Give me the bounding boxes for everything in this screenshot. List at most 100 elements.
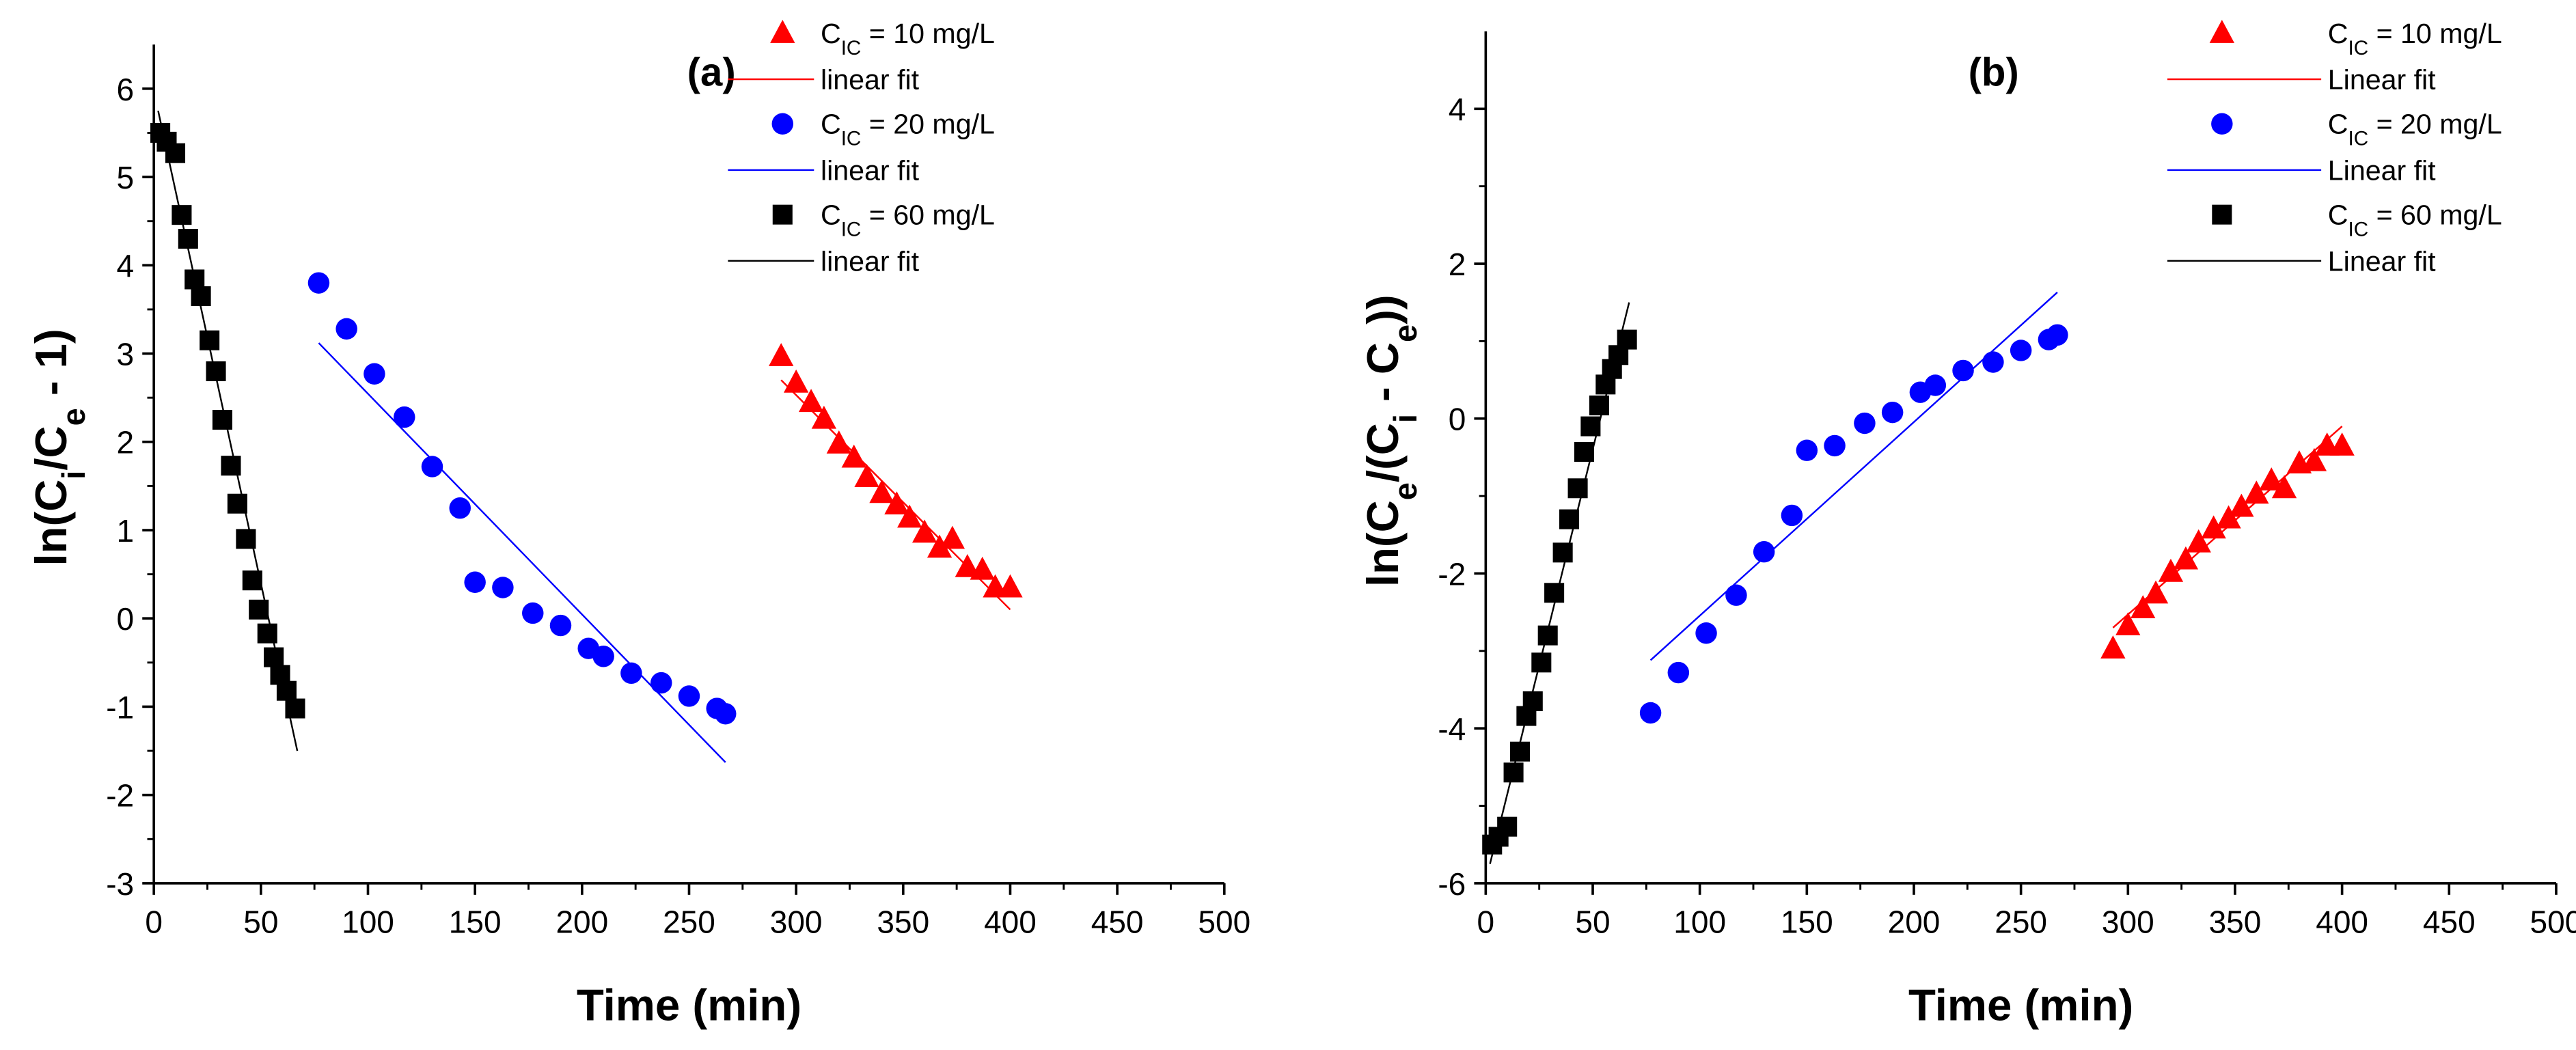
square-point (1567, 478, 1588, 499)
text-part: ln(C (26, 480, 76, 566)
y-tick-label: 4 (1449, 92, 1466, 127)
legend-fit-label: linear fit (821, 245, 920, 277)
panel-a: 0 50 100 150 200 250 300 350 400 450 500 -3 -2 -1 0 1 2 3… (26, 18, 1250, 1030)
legend-label: CIC = 60 mg/L (821, 199, 995, 240)
x-tick-label: 400 (984, 904, 1037, 939)
legend-marker (2212, 204, 2232, 225)
square-point (1509, 741, 1531, 762)
square-point (1559, 509, 1580, 529)
circle-point (1695, 622, 1717, 644)
panel-title: (b) (1969, 51, 2019, 95)
text-part: /C (26, 426, 76, 470)
series-square (150, 110, 305, 751)
circle-point (335, 318, 357, 340)
x-tick-label: 200 (1888, 904, 1941, 939)
x-tick-label: 500 (1198, 904, 1250, 939)
series-square (1482, 302, 1637, 864)
circle-point (421, 456, 443, 478)
circle-point (492, 577, 514, 598)
y-tick-label: 0 (117, 601, 135, 637)
square-point (1574, 441, 1595, 462)
circle-point (650, 672, 672, 694)
triangle-point (927, 534, 953, 558)
circle-point (2046, 324, 2068, 346)
square-point (191, 286, 211, 307)
subscript: IC (2348, 36, 2369, 59)
circle-point (2010, 340, 2032, 361)
text-part: C (821, 109, 841, 140)
square-point (184, 269, 205, 290)
circle-point (1725, 584, 1747, 606)
x-tick-label: 200 (556, 904, 608, 939)
legend-label: CIC = 20 mg/L (821, 109, 995, 150)
text-part: ln(C (1358, 500, 1408, 587)
circle-point (715, 703, 737, 725)
text-part: - 1) (26, 329, 76, 408)
y-tick-label: -3 (106, 866, 134, 902)
legend-label: CIC = 10 mg/L (821, 18, 995, 59)
legend-fit-label: Linear fit (2328, 245, 2436, 277)
triangle-point (998, 574, 1023, 598)
square-point (1544, 583, 1565, 603)
text-part: C (2328, 18, 2348, 49)
triangle-point (2329, 432, 2355, 456)
text-part: C (2328, 199, 2348, 231)
circle-point (1824, 434, 1846, 457)
panel-b: 0 50 100 150 200 250 300 350 400 450 500 -6 -4 -2 0 2 4 (… (1358, 18, 2576, 1030)
panel-title: (a) (687, 51, 736, 95)
square-point (1589, 395, 1609, 415)
subscript: IC (2348, 218, 2369, 240)
triangle-point (841, 444, 866, 468)
triangle-point (854, 464, 879, 487)
x-tick-label: 50 (243, 904, 278, 939)
y-tick-label: 5 (117, 160, 135, 195)
x-tick-label: 50 (1575, 904, 1610, 939)
triangle-point (955, 553, 980, 577)
triangle-point (769, 343, 794, 366)
legend-fit-label: linear fit (821, 154, 920, 186)
square-point (242, 570, 262, 591)
subscript: IC (841, 218, 862, 240)
square-point (178, 229, 198, 249)
square-point (236, 529, 256, 549)
triangle-point (2301, 447, 2327, 471)
y-tick-label: 4 (117, 248, 135, 284)
square-point (221, 456, 241, 476)
text-part: C (821, 199, 841, 231)
legend-marker (772, 204, 793, 225)
triangle-point (869, 480, 894, 503)
subscript: i (55, 471, 91, 480)
square-point (1537, 625, 1558, 646)
subscript: IC (841, 127, 862, 150)
y-tick-label: -1 (106, 689, 134, 725)
series-triangle (2100, 426, 2355, 659)
square-point (1503, 762, 1524, 783)
square-point (285, 698, 305, 719)
triangle-point (798, 389, 824, 413)
triangle-point (2244, 480, 2269, 504)
square-point (1497, 816, 1518, 837)
circle-point (620, 662, 642, 685)
triangle-point (2173, 546, 2199, 570)
text-part: /(C (1358, 423, 1408, 482)
y-tick-label: 0 (1449, 402, 1466, 437)
y-tick-label: -4 (1438, 711, 1466, 747)
subscript: e (1387, 482, 1423, 500)
legend-marker (771, 113, 794, 135)
subscript: e (1387, 324, 1423, 342)
subscript: e (55, 408, 91, 426)
x-tick-label: 150 (1781, 904, 1833, 939)
y-tick-label: -2 (1438, 556, 1466, 592)
circle-point (1952, 359, 1974, 382)
x-tick-label: 300 (2102, 904, 2154, 939)
legend-marker (2209, 20, 2234, 43)
x-tick-label: 100 (1673, 904, 1726, 939)
triangle-point (2216, 505, 2241, 529)
square-point (212, 409, 232, 430)
circle-point (307, 272, 330, 294)
triangle-point (2115, 612, 2141, 635)
legend-label: CIC = 20 mg/L (2328, 109, 2502, 150)
square-point (200, 330, 220, 350)
x-tick-label: 350 (2209, 904, 2262, 939)
circle-point (1781, 504, 1803, 527)
